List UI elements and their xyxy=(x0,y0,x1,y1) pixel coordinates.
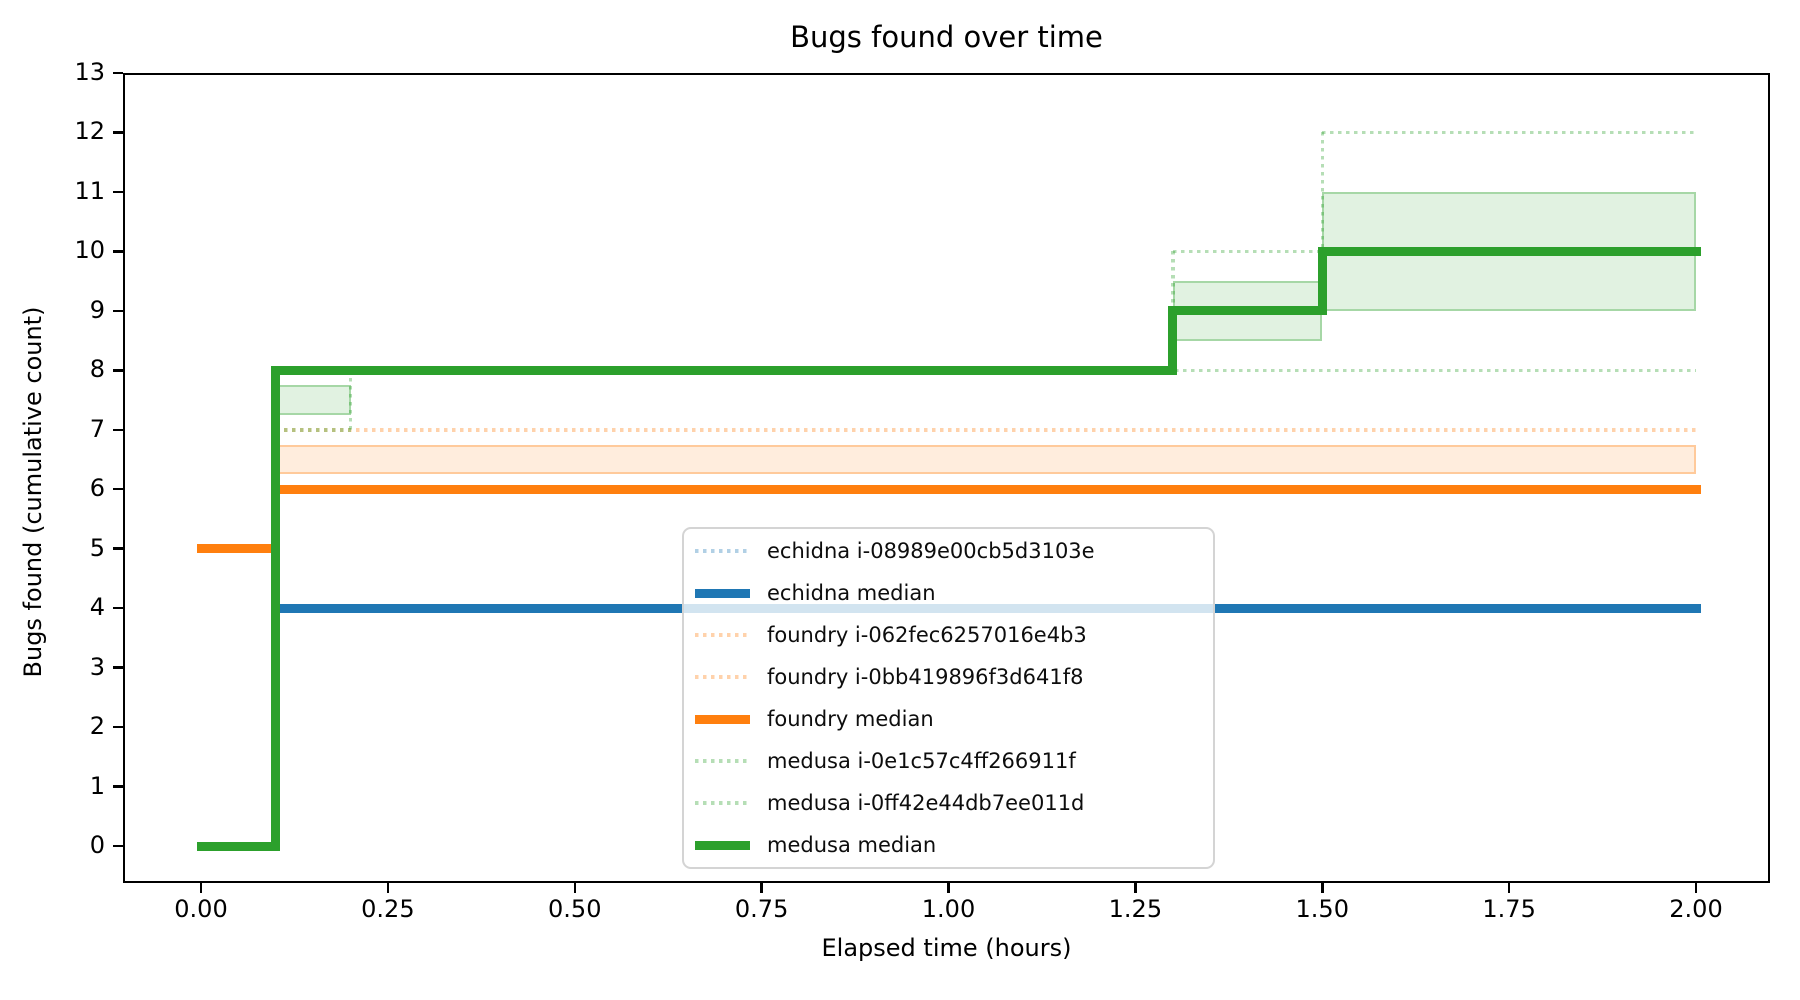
legend-item: foundry i-062fec6257016e4b3 xyxy=(684,614,1213,656)
y-tick-label: 5 xyxy=(89,533,105,562)
legend-item: echidna i-08989e00cb5d3103e xyxy=(684,530,1213,572)
x-tick-mark xyxy=(1507,883,1511,893)
legend-item-label: echidna i-08989e00cb5d3103e xyxy=(767,539,1095,563)
medusa-median-line xyxy=(1168,306,1327,316)
legend-item-label: medusa i-0e1c57c4ff266911f xyxy=(767,749,1076,773)
echidna-dotted-swatch xyxy=(695,549,750,553)
medusa-median-line-riser xyxy=(1317,246,1327,316)
legend-item-label: echidna median xyxy=(767,581,936,605)
y-tick-mark xyxy=(113,190,123,194)
x-tick-mark xyxy=(947,883,950,893)
y-tick-label: 0 xyxy=(89,831,105,859)
x-tick-mark xyxy=(1694,883,1698,893)
x-tick-mark xyxy=(1321,883,1324,893)
foundry-instance-line xyxy=(275,428,1696,432)
medusa-median-line-riser xyxy=(1168,306,1178,375)
medusa-instance-line xyxy=(1172,249,1323,254)
y-tick-mark xyxy=(113,131,123,134)
medusa-dotted-swatch xyxy=(695,801,750,805)
legend-item-label: medusa i-0ff42e44db7ee011d xyxy=(767,791,1085,815)
y-tick-mark xyxy=(113,369,123,372)
foundry-band xyxy=(275,444,1696,475)
x-tick-label: 2.00 xyxy=(1669,895,1723,923)
y-tick-mark xyxy=(113,309,123,313)
x-tick-label: 0.75 xyxy=(734,895,789,923)
foundry-solid-swatch xyxy=(695,714,750,724)
legend-item: foundry i-0bb419896f3d641f8 xyxy=(684,656,1213,698)
medusa-median-line-riser xyxy=(271,365,281,851)
axes-frame xyxy=(123,73,1770,883)
echidna-solid-swatch xyxy=(695,588,750,598)
x-tick-label: 0.50 xyxy=(548,895,602,923)
legend-item: foundry median xyxy=(684,698,1213,740)
y-tick-mark xyxy=(113,725,123,729)
legend-item-label: foundry i-062fec6257016e4b3 xyxy=(767,623,1087,647)
y-tick-mark xyxy=(113,487,123,491)
y-tick-mark xyxy=(113,666,123,669)
legend-item: medusa median xyxy=(684,824,1213,866)
x-axis-label: Elapsed time (hours) xyxy=(821,934,1072,962)
x-tick-mark xyxy=(1134,883,1137,893)
legend-item-label: foundry median xyxy=(767,707,934,731)
y-tick-label: 11 xyxy=(74,176,105,205)
x-tick-label: 0.25 xyxy=(361,895,415,923)
x-tick-mark xyxy=(760,883,763,893)
x-tick-label: 1.00 xyxy=(921,895,976,923)
foundry-dotted-swatch xyxy=(695,675,750,679)
y-tick-mark xyxy=(113,844,123,848)
x-tick-mark xyxy=(386,883,390,893)
y-axis-label: Bugs found (cumulative count) xyxy=(19,306,47,678)
legend-item: medusa i-0e1c57c4ff266911f xyxy=(684,740,1213,782)
x-tick-label: 1.75 xyxy=(1482,895,1536,923)
foundry-median-line xyxy=(196,544,281,554)
medusa-median-line xyxy=(1317,246,1701,256)
y-tick-mark xyxy=(113,428,123,432)
medusa-instance-line xyxy=(1322,130,1696,135)
medusa-median-line xyxy=(271,365,1178,375)
x-tick-label: 0.00 xyxy=(174,895,228,923)
y-tick-label: 3 xyxy=(89,652,105,681)
y-tick-mark xyxy=(113,250,123,253)
y-tick-label: 12 xyxy=(74,117,105,146)
y-tick-label: 6 xyxy=(89,474,105,503)
medusa-instance-line-riser xyxy=(348,370,353,430)
y-tick-label: 13 xyxy=(74,58,105,87)
legend-item: echidna median xyxy=(684,572,1213,614)
y-tick-label: 8 xyxy=(89,355,105,384)
y-tick-label: 4 xyxy=(89,593,105,622)
medusa-median-line xyxy=(196,841,281,851)
y-tick-mark xyxy=(113,785,123,788)
y-tick-label: 7 xyxy=(89,414,105,443)
y-tick-label: 1 xyxy=(89,771,105,800)
legend: echidna i-08989e00cb5d3103e echidna media… xyxy=(682,527,1215,869)
legend-item-label: medusa median xyxy=(767,833,937,857)
y-tick-mark xyxy=(113,547,123,550)
x-tick-label: 1.50 xyxy=(1295,895,1349,923)
x-tick-mark xyxy=(199,883,203,893)
y-tick-label: 2 xyxy=(89,712,105,741)
medusa-solid-swatch xyxy=(695,840,750,850)
chart-title: Bugs found over time xyxy=(790,20,1103,54)
foundry-dotted-swatch xyxy=(695,633,750,637)
y-tick-mark xyxy=(113,606,123,610)
x-tick-label: 1.25 xyxy=(1108,895,1163,923)
x-tick-mark xyxy=(573,883,576,893)
medusa-instance-line-riser xyxy=(1320,132,1324,252)
medusa-dotted-swatch xyxy=(695,759,750,763)
y-tick-label: 10 xyxy=(74,236,105,265)
legend-item: medusa i-0ff42e44db7ee011d xyxy=(684,782,1213,824)
legend-item-label: foundry i-0bb419896f3d641f8 xyxy=(767,665,1084,689)
y-tick-label: 9 xyxy=(89,295,105,324)
foundry-median-line xyxy=(271,484,1701,494)
y-tick-mark xyxy=(113,71,123,75)
medusa-instance-line xyxy=(275,428,351,432)
